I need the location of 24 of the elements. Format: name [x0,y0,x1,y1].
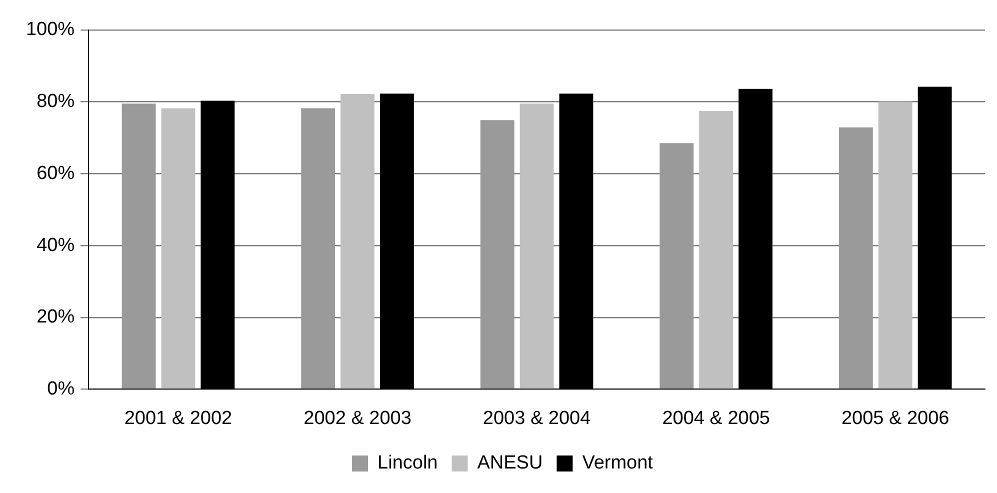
x-tick-label: 2003 & 2004 [482,408,592,429]
y-tick-label: 100% [26,19,75,40]
bar [878,101,912,389]
y-tick-label: 40% [36,234,75,256]
bar [340,94,374,389]
x-tick-label: 2005 & 2006 [841,408,950,429]
bar [480,120,514,389]
x-tick-label: 2002 & 2003 [304,408,412,429]
bar [161,108,196,389]
bar [520,104,554,389]
legend-label: ANESU [477,452,543,474]
legend-label: Vermont [582,452,654,474]
bar [301,108,336,389]
y-tick-label: 60% [36,162,75,184]
bar [122,104,156,389]
bar [699,110,734,389]
legend-label: Lincoln [378,452,438,474]
bar [660,143,694,389]
y-tick-label: 80% [36,91,75,112]
y-tick-label: 20% [36,306,75,328]
y-tick-label: 0% [47,378,75,400]
bar [838,127,873,389]
x-tick-label: 2004 & 2005 [662,408,770,429]
x-tick-label: 2001 & 2002 [124,408,232,429]
